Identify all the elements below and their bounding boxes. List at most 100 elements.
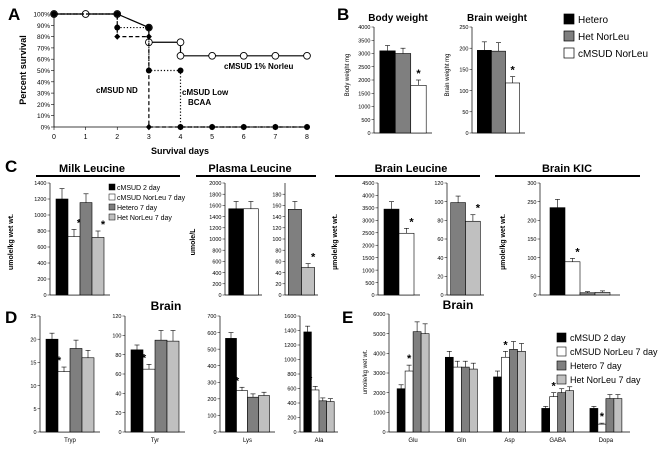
chart-c2-y-tick-label: 200 [212, 282, 221, 288]
chart-c4-bar [383, 208, 400, 296]
chart-a-x-tick-label: 0 [52, 134, 56, 141]
chart-c6: 0 50 100 150 200 250 300 * [527, 181, 620, 299]
chart-c3-y-tick-label: 40 [275, 271, 281, 277]
chart-c3-y-tick-label: 60 [275, 260, 281, 266]
chart-e-bar [517, 351, 526, 433]
chart-b1: 0 500 1000 1500 2000 2500 3000 3500 4000 * [358, 25, 432, 137]
chart-a-x-tick-label: 3 [147, 134, 151, 141]
chart-a-x-tick-label: 6 [242, 134, 246, 141]
chart-c2-ylabel: umole/L [190, 228, 197, 256]
chart-d1-bar [69, 348, 83, 433]
chart-c6-significance-star: * [575, 246, 580, 258]
chart-c3-y-tick-label: 20 [275, 282, 281, 288]
chart-b2-y-tick-label: 50 [462, 110, 468, 116]
legend-b-swatch-het-norleu [563, 30, 575, 42]
chart-d3-bar [236, 390, 248, 433]
chart-d2-bar [166, 340, 180, 433]
chart-d4-y-tick-label: 1400 [284, 329, 296, 335]
bar-charts: 05001000150020002500300035004000*0501001… [30, 25, 630, 444]
legend-c-label-4: Het NorLeu 7 day [117, 215, 172, 222]
chart-a-point [272, 123, 279, 131]
chart-b1-ylabel: Body weight mg [345, 54, 351, 97]
chart-c2-bar [243, 208, 259, 296]
chart-d2-y-tick-label: 80 [115, 353, 121, 359]
chart-d2-bar [154, 339, 168, 433]
chart-a-ylabel: Percent survival [18, 35, 28, 105]
chart-b1-bar [379, 50, 396, 134]
chart-e-y-tick-label: 4000 [373, 352, 385, 358]
chart-a-point [240, 123, 247, 131]
chart-e-y-tick-label: 2000 [373, 391, 385, 397]
chart-e-y-tick-label: 6000 [373, 312, 385, 318]
chart-d3-significance-star: * [235, 375, 240, 387]
chart-a-x-tick-label: 5 [210, 134, 214, 141]
chart-e-bar [420, 333, 430, 433]
legend-e-label-1: cMSUD 2 day [570, 333, 626, 343]
chart-d4-bar [311, 389, 320, 433]
chart-c6-y-tick-label: 0 [533, 293, 536, 299]
chart-e-bar [509, 349, 518, 433]
chart-d3: 0 100 200 300 400 500 600 700 * Lys [207, 314, 275, 444]
chart-a-y-tick-label: 50% [37, 68, 50, 75]
chart-b2-bar [491, 50, 506, 134]
chart-c4-y-tick-label: 3500 [362, 206, 374, 212]
chart-c2-y-tick-label: 400 [212, 271, 221, 277]
chart-d-title: Brain [151, 299, 182, 313]
chart-a-y-tick-label: 80% [37, 34, 50, 41]
chart-e-title: Brain [443, 298, 474, 312]
chart-d3-bar [247, 396, 259, 433]
chart-c4-y-tick-label: 500 [365, 281, 374, 287]
legend-e-swatch-2 [556, 346, 567, 357]
chart-d2-y-tick-label: 60 [115, 372, 121, 378]
chart-c3-bar [287, 209, 302, 296]
chart-b2-bar [505, 82, 521, 134]
chart-c3-bar [301, 267, 315, 296]
chart-b1-title: Body weight [368, 13, 428, 24]
chart-e-bar [557, 392, 567, 433]
chart-d4-y-tick-label: 400 [287, 401, 296, 407]
chart-a-x-tick-label: 8 [305, 134, 309, 141]
legend-c-label-3: Hetero 7 day [117, 205, 158, 212]
chart-c6-bar [594, 292, 611, 296]
chart-b1-y-tick-label: 2500 [358, 65, 370, 71]
chart-c1-y-tick-label: 200 [37, 277, 46, 283]
chart-d4-significance-star: * [308, 374, 313, 386]
chart-b1-bar [394, 53, 412, 134]
chart-c5-y-tick-label: 120 [434, 181, 443, 187]
chart-d2-bar [142, 368, 156, 433]
chart-a-y-tick-label: 70% [37, 45, 50, 52]
chart-d1-y-tick-label: 10 [30, 384, 36, 390]
chart-c6-ylabel: µmole/kg wet wt. [500, 214, 507, 270]
chart-d2-y-tick-label: 120 [112, 314, 121, 320]
chart-d4-y-tick-label: 1000 [284, 358, 296, 364]
legend-e-label-3: Hetero 7 day [570, 361, 622, 371]
chart-d3-y-tick-label: 100 [207, 414, 216, 420]
chart-a-point [145, 33, 152, 40]
chart-c3-y-tick-label: 120 [272, 226, 281, 232]
chart-c1-bar [91, 237, 105, 296]
chart-c6-y-tick-label: 300 [527, 181, 536, 187]
chart-c4-ylabel: µmole/kg wet wt. [332, 214, 339, 270]
chart-d4-y-tick-label: 1200 [284, 343, 296, 349]
chart-c3-y-tick-label: 160 [272, 204, 281, 210]
chart-c4-y-tick-label: 4500 [362, 181, 374, 187]
chart-e-bar [589, 408, 599, 433]
chart-c5-bar [465, 220, 481, 296]
chart-e-bar [404, 370, 414, 433]
chart-b1-y-tick-label: 3000 [358, 52, 370, 58]
legend-e-swatch-1 [556, 332, 567, 343]
chart-b2-y-tick-label: 100 [459, 89, 468, 95]
chart-d4-bar [326, 401, 335, 433]
chart-e-bar [597, 423, 607, 433]
chart-a-annotation-norleu: cMSUD 1% Norleu [224, 62, 293, 71]
chart-c6-bar [549, 207, 566, 296]
chart-e-bar [613, 398, 623, 433]
chart-c4-significance-star: * [409, 216, 414, 228]
chart-c4-y-tick-label: 0 [371, 293, 374, 299]
chart-e-bar [452, 366, 462, 433]
chart-a-annotation-low: cMSUD Low [182, 88, 229, 97]
chart-d1-y-tick-label: 15 [30, 361, 36, 367]
chart-a-y-tick-label: 60% [37, 57, 50, 64]
chart-d4: 0 200 400 600 800 1000 1200 1400 1600 * Ala [284, 314, 338, 444]
